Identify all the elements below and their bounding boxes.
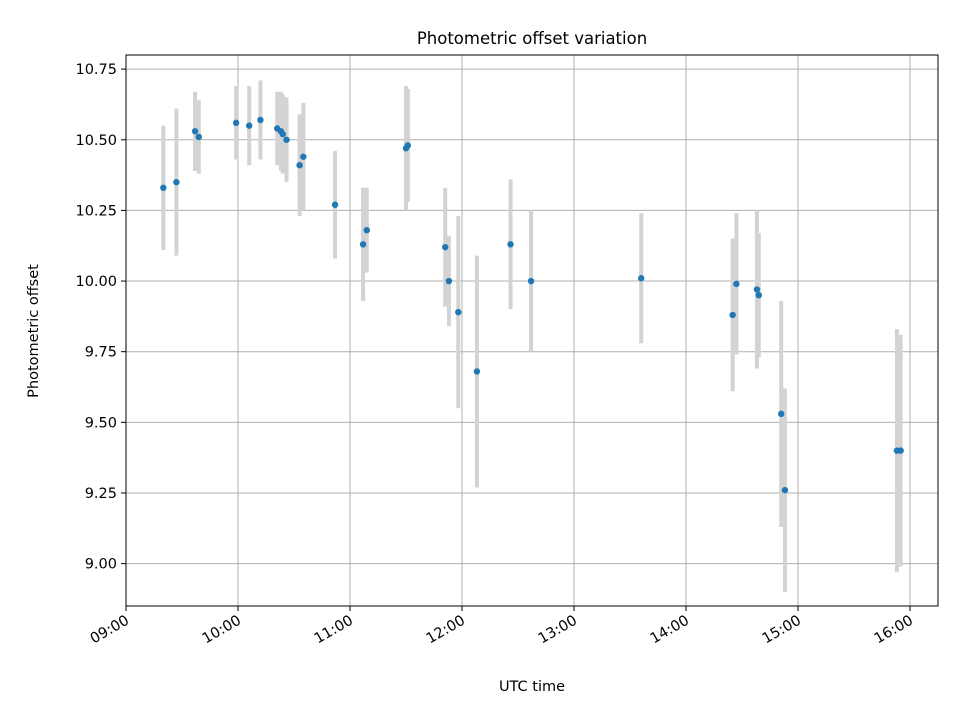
data-point xyxy=(173,178,180,186)
data-point xyxy=(753,286,761,293)
data-point xyxy=(300,153,307,160)
y-tick-label: 9.25 xyxy=(85,486,117,502)
data-point xyxy=(442,243,449,251)
y-tick-label: 10.50 xyxy=(75,133,117,149)
plot-frame xyxy=(125,54,939,607)
y-tick-label: 9.00 xyxy=(85,557,117,573)
data-point xyxy=(507,241,514,248)
data-point xyxy=(527,277,535,285)
data-point xyxy=(283,136,290,143)
data-point xyxy=(195,133,202,141)
data-point xyxy=(445,277,453,285)
data-point xyxy=(160,184,167,192)
data-point xyxy=(246,122,253,129)
data-point xyxy=(733,280,740,288)
data-point xyxy=(404,142,412,149)
data-point xyxy=(729,311,736,319)
data-point xyxy=(331,201,339,208)
data-point xyxy=(897,447,904,454)
data-point xyxy=(455,308,462,316)
data-points xyxy=(160,116,904,494)
data-point xyxy=(279,130,286,138)
data-point xyxy=(638,275,645,282)
y-tick-label: 10.00 xyxy=(75,274,117,290)
data-point xyxy=(755,291,762,299)
data-point xyxy=(778,410,785,418)
y-tick-label: 9.50 xyxy=(85,415,117,431)
data-point xyxy=(191,128,199,135)
y-axis-ticks: 9.00 9.25 9.50 9.75 10.00 10.25 10.50 10.75 xyxy=(75,62,126,573)
data-point xyxy=(257,116,264,124)
y-axis-label: Photometric offset xyxy=(26,264,42,398)
data-point xyxy=(473,368,481,375)
data-point xyxy=(296,162,303,169)
data-point xyxy=(359,241,367,248)
plot-area xyxy=(125,54,939,607)
y-tick-label: 10.75 xyxy=(75,62,117,78)
y-tick-label: 9.75 xyxy=(85,345,117,361)
data-point xyxy=(781,486,789,494)
data-point xyxy=(363,226,370,234)
y-tick-label: 10.25 xyxy=(75,203,117,219)
data-point xyxy=(232,119,240,127)
x-axis-label: UTC time xyxy=(499,679,565,695)
chart-title: Photometric offset variation xyxy=(417,29,647,48)
